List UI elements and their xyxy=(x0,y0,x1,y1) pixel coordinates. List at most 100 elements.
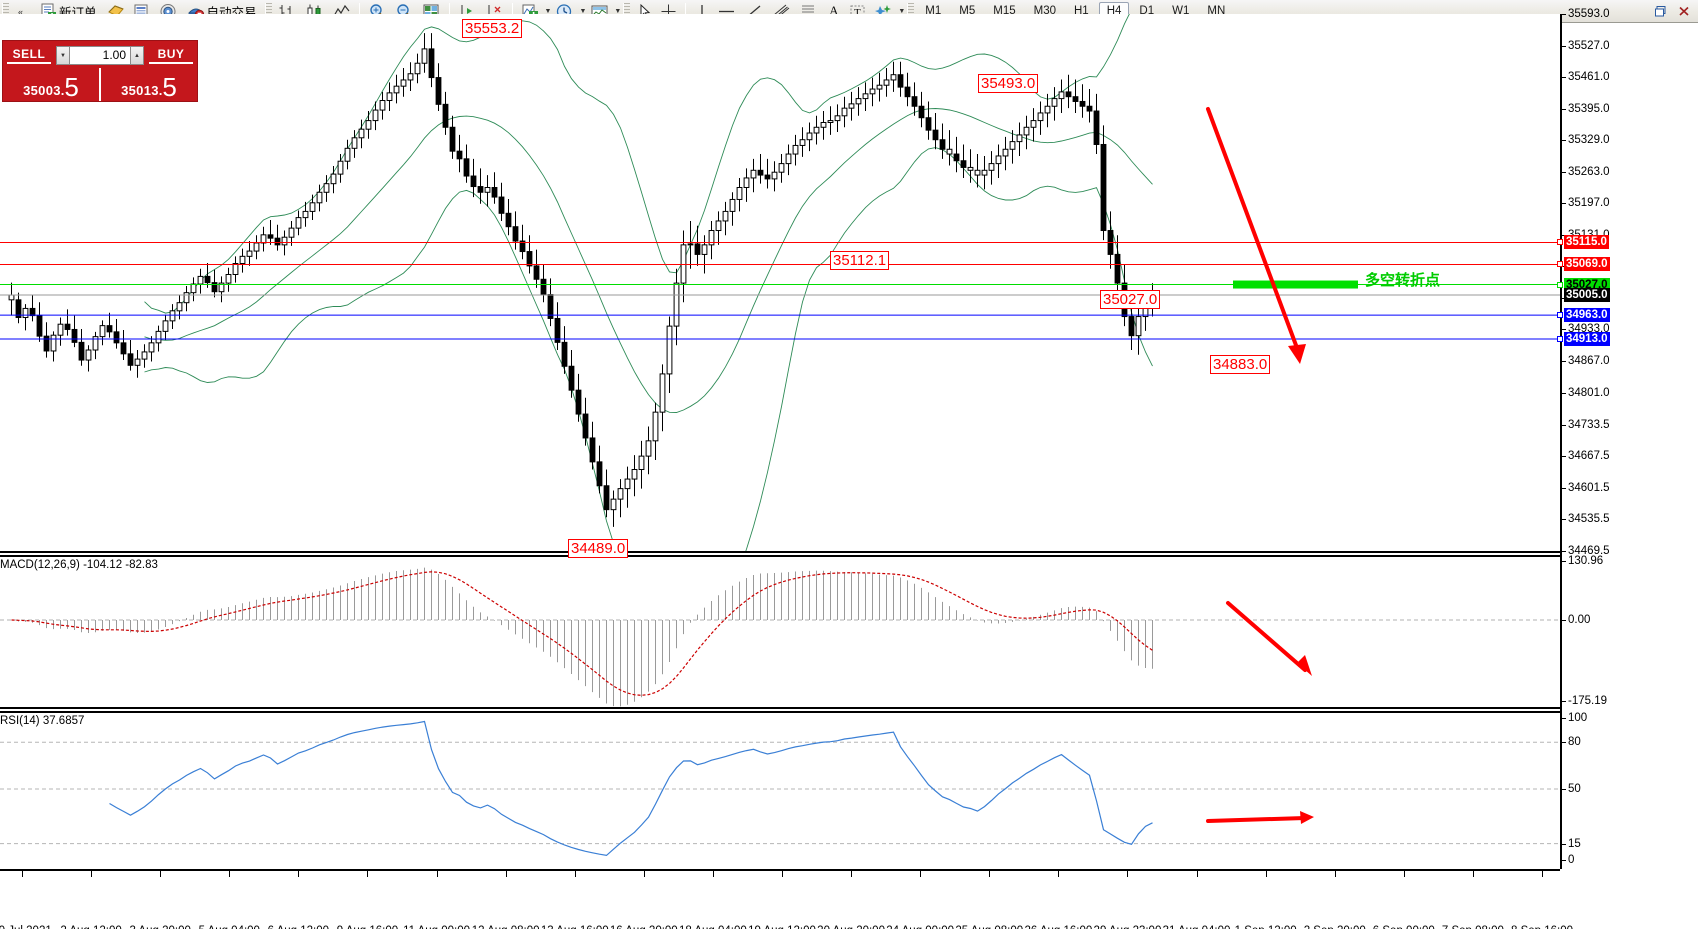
toolbar-grip-2[interactable] xyxy=(264,2,272,20)
text-button[interactable]: A xyxy=(829,3,839,18)
price-level-tag[interactable]: 35115.0 xyxy=(1564,235,1609,250)
toolbar-grip-4[interactable] xyxy=(907,2,915,20)
status-bar xyxy=(0,929,1698,943)
objects-button[interactable] xyxy=(871,1,896,22)
price-level-tag[interactable]: 34913.0 xyxy=(1564,332,1610,347)
line-chart-button[interactable] xyxy=(329,1,354,22)
time-axis-tick xyxy=(367,871,369,877)
price-level-handle[interactable] xyxy=(1557,239,1563,246)
volume-down-icon[interactable]: ▼ xyxy=(56,46,70,65)
price-pane[interactable] xyxy=(0,14,1560,551)
time-axis-tick xyxy=(160,871,162,877)
price-level-handle[interactable] xyxy=(1557,281,1563,288)
restore-icon xyxy=(1654,5,1665,16)
price-chart-canvas[interactable] xyxy=(0,14,1560,551)
time-axis-tick xyxy=(920,871,922,877)
toolbar-overflow-icon[interactable]: « xyxy=(12,1,33,22)
add-indicator-caret-icon[interactable]: ▼ xyxy=(544,7,552,15)
axis-tick xyxy=(1562,392,1566,394)
price-level-tag[interactable]: 35069.0 xyxy=(1564,257,1610,272)
time-axis-tick xyxy=(22,871,23,877)
price-level-handle[interactable] xyxy=(1557,312,1563,319)
price-annotation-label[interactable]: 35553.2 xyxy=(462,19,523,38)
macd-axis-tick: 130.96 xyxy=(1568,555,1604,567)
period-caret-icon[interactable]: ▼ xyxy=(579,7,587,15)
rsi-line xyxy=(109,720,1153,857)
pane-separator-1 xyxy=(0,551,1560,553)
axis-tick xyxy=(1562,860,1566,861)
price-level-tag[interactable]: 34963.0 xyxy=(1564,308,1610,323)
axis-tick xyxy=(1562,519,1566,521)
volume-input[interactable]: 1.00 xyxy=(70,46,130,65)
price-axis-tick: 35395.0 xyxy=(1568,102,1610,115)
objects-caret-icon[interactable]: ▼ xyxy=(898,7,906,15)
rsi-axis-tick: 80 xyxy=(1568,736,1581,749)
buy-price[interactable]: 35013. 5 xyxy=(99,68,197,101)
axis-tick xyxy=(1562,45,1566,47)
time-axis-tick xyxy=(1542,871,1543,877)
price-axis-tick: 35527.0 xyxy=(1568,39,1610,52)
volume-stepper[interactable]: ▼ 1.00 ▲ xyxy=(56,46,144,65)
axis-tick xyxy=(1562,77,1566,79)
sell-button[interactable]: SELL xyxy=(7,47,51,64)
one-click-trading-panel[interactable]: SELL ▼ 1.00 ▲ BUY 35003. 5 35013. 5 xyxy=(2,40,198,102)
time-axis-tick xyxy=(436,871,438,877)
price-axis-tick: 35461.0 xyxy=(1568,71,1610,84)
rsi-pane[interactable] xyxy=(0,711,1560,867)
pane-separator-2b xyxy=(0,711,1560,713)
toolbar-grip[interactable] xyxy=(2,2,9,20)
price-annotation-label[interactable]: 34489.0 xyxy=(568,539,629,558)
macd-chart-canvas[interactable] xyxy=(0,555,1560,707)
profile-button[interactable] xyxy=(104,1,128,22)
toolbar-grip-3[interactable] xyxy=(623,2,631,20)
macd-histogram xyxy=(18,567,1153,707)
macd-downtrend-arrow xyxy=(1226,601,1312,676)
price-level-handle[interactable] xyxy=(1557,261,1563,268)
axis-tick xyxy=(1562,551,1566,552)
price-level-handle[interactable] xyxy=(1557,336,1563,343)
price-axis-tick: 34601.5 xyxy=(1568,481,1610,494)
window-restore-button[interactable] xyxy=(1650,1,1671,22)
sell-price[interactable]: 35003. 5 xyxy=(23,72,79,102)
volume-up-icon[interactable]: ▲ xyxy=(130,46,144,65)
price-annotation-label[interactable]: 35027.0 xyxy=(1100,290,1161,309)
window-close-button[interactable] xyxy=(1673,1,1694,22)
rsi-chart-canvas[interactable] xyxy=(0,711,1560,867)
horizontal-line-icon xyxy=(719,10,735,12)
price-annotation-label[interactable]: 34883.0 xyxy=(1210,355,1271,374)
axis-tick xyxy=(1562,456,1566,458)
macd-pane[interactable] xyxy=(0,555,1560,707)
time-axis-tick xyxy=(1472,871,1474,877)
objects-icon xyxy=(875,4,892,17)
price-axis-tick: 35197.0 xyxy=(1568,197,1610,210)
axis-tick xyxy=(1562,561,1566,562)
buy-button[interactable]: BUY xyxy=(149,47,193,64)
rsi-axis-tick: 15 xyxy=(1568,837,1581,850)
macd-axis-tick: 0.00 xyxy=(1568,614,1591,627)
axis-tick xyxy=(1562,329,1566,331)
price-axis-tick: 34535.5 xyxy=(1568,513,1610,526)
price-axis-tick: 35329.0 xyxy=(1568,134,1610,147)
axis-tick xyxy=(1562,487,1566,489)
price-annotation-label[interactable]: 35493.0 xyxy=(978,74,1039,93)
time-axis-tick xyxy=(989,871,991,877)
price-annotation-label[interactable]: 35112.1 xyxy=(830,251,890,270)
axis-tick xyxy=(1562,234,1566,236)
time-axis-tick xyxy=(298,871,300,877)
price-axis-tick: 35263.0 xyxy=(1568,165,1610,178)
price-level-tag[interactable]: 35005.0 xyxy=(1564,288,1610,303)
macd-axis-tick: -175.19 xyxy=(1568,695,1608,707)
axis-tick xyxy=(1562,171,1566,173)
time-axis-tick xyxy=(229,871,231,877)
axis-tick xyxy=(1562,701,1566,702)
price-axis-tick: 34867.0 xyxy=(1568,355,1610,367)
horizontal-line-button[interactable] xyxy=(714,1,739,22)
time-axis-tick xyxy=(1403,871,1405,877)
chart-area[interactable]: MACD(12,26,9) -104.12 -82.83 RSI(14) 37.… xyxy=(0,8,1698,943)
rsi-axis-tick: 100 xyxy=(1568,712,1588,724)
time-axis-tick xyxy=(574,871,576,877)
candlesticks xyxy=(8,33,1156,527)
templates-caret-icon[interactable]: ▼ xyxy=(614,7,622,15)
support-zone-marker xyxy=(1233,280,1358,289)
macd-signal-line xyxy=(11,571,1153,696)
